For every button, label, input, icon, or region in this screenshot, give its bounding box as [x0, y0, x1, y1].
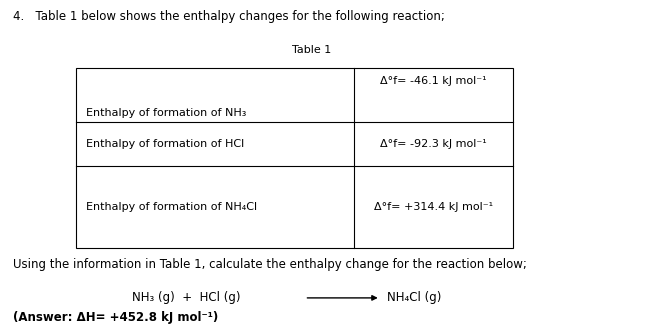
Text: Δ°f= -92.3 kJ mol⁻¹: Δ°f= -92.3 kJ mol⁻¹ — [380, 139, 487, 149]
Text: Δ°f= -46.1 kJ mol⁻¹: Δ°f= -46.1 kJ mol⁻¹ — [380, 76, 487, 86]
Text: Enthalpy of formation of NH₃: Enthalpy of formation of NH₃ — [86, 108, 246, 118]
Text: Δ°f= +314.4 kJ mol⁻¹: Δ°f= +314.4 kJ mol⁻¹ — [374, 202, 493, 212]
Text: Table 1: Table 1 — [291, 45, 331, 55]
Text: NH₃ (g)  +  HCl (g): NH₃ (g) + HCl (g) — [132, 291, 241, 305]
Text: NH₄Cl (g): NH₄Cl (g) — [387, 291, 442, 305]
Text: Enthalpy of formation of NH₄Cl: Enthalpy of formation of NH₄Cl — [86, 202, 257, 212]
Text: Enthalpy of formation of HCl: Enthalpy of formation of HCl — [86, 139, 244, 149]
FancyBboxPatch shape — [76, 68, 513, 248]
Text: (Answer: ΔH= +452.8 kJ mol⁻¹): (Answer: ΔH= +452.8 kJ mol⁻¹) — [13, 311, 218, 324]
Text: Using the information in Table 1, calculate the enthalpy change for the reaction: Using the information in Table 1, calcul… — [13, 258, 527, 271]
Text: 4.   Table 1 below shows the enthalpy changes for the following reaction;: 4. Table 1 below shows the enthalpy chan… — [13, 10, 445, 23]
